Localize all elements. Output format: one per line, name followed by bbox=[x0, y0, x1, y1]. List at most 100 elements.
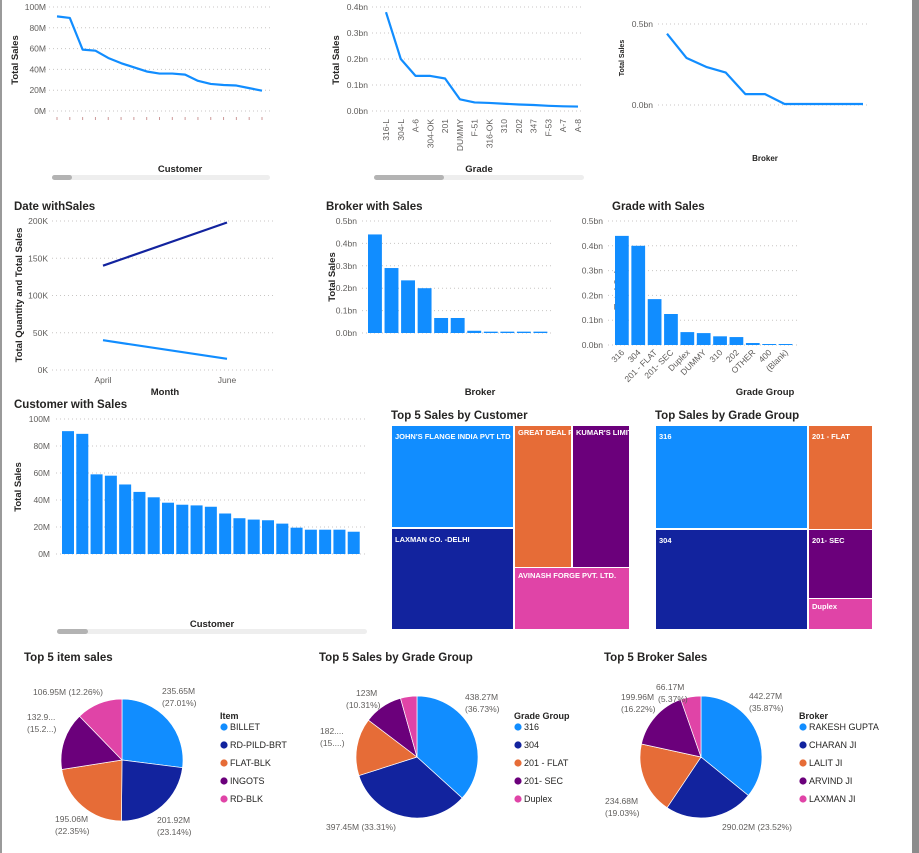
y-tick-label: 0.4bn bbox=[582, 241, 604, 251]
x-tick-label: 316 bbox=[609, 347, 626, 364]
legend-item: ARVIND JI bbox=[809, 776, 852, 786]
grade-bar-bar bbox=[664, 314, 678, 345]
y-tick-label: 0.3bn bbox=[336, 261, 358, 271]
treemap-grade-cell[interactable]: 201 - FLAT bbox=[808, 425, 873, 530]
treemap-cell-label: 201 - FLAT bbox=[812, 432, 850, 441]
y-tick-label: 0.5bn bbox=[336, 216, 358, 226]
slice-data-label: 66.17M bbox=[656, 682, 684, 692]
y-tick-label: 40M bbox=[33, 495, 50, 505]
y-tick-label: 80M bbox=[33, 441, 50, 451]
broker-bar-bar bbox=[434, 317, 449, 333]
legend-item: 201 - FLAT bbox=[524, 758, 569, 768]
slice-data-label: (22.35%) bbox=[55, 826, 90, 836]
x-tick-label: 316-OK bbox=[484, 119, 494, 149]
customer-line-series-line bbox=[56, 15, 263, 92]
slice-data-label: (23.14%) bbox=[157, 827, 192, 837]
legend-item: RD-BLK bbox=[230, 794, 263, 804]
grade-bar-bar bbox=[729, 337, 744, 345]
broker-pie-slice bbox=[680, 695, 702, 758]
broker-pie-slice bbox=[700, 695, 763, 796]
treemap-cell-label: GREAT DEAL PVT bbox=[518, 428, 571, 437]
treemap-customer-cell[interactable]: LAXMAN CO. -DELHI bbox=[391, 528, 514, 630]
customer-bar-bar bbox=[219, 513, 232, 554]
treemap-customer-cell[interactable]: AVINASH FORGE PVT. LTD. bbox=[514, 567, 630, 630]
broker-bar-ylabel: Total Sales bbox=[327, 252, 338, 301]
customer-bar-scrollbar[interactable] bbox=[57, 629, 367, 634]
customer-bar-bar bbox=[204, 506, 217, 554]
date-line-ylabel: Total Quantity and Total Sales bbox=[14, 228, 25, 363]
legend-marker-icon bbox=[220, 795, 228, 803]
grade-pie-title: Top 5 Sales by Grade Group bbox=[319, 652, 473, 664]
customer-line-ylabel: Total Sales bbox=[10, 35, 21, 84]
customer-bar-bar bbox=[104, 475, 117, 554]
legend-item: LAXMAN JI bbox=[809, 794, 856, 804]
slice-data-label: (15....) bbox=[320, 738, 345, 748]
y-tick-label: 200K bbox=[28, 216, 48, 226]
legend-marker-icon bbox=[799, 795, 807, 803]
treemap-grade-cell[interactable]: Duplex bbox=[808, 598, 873, 630]
customer-bar-bar bbox=[333, 529, 346, 554]
slice-data-label: 199.96M bbox=[621, 692, 654, 702]
x-tick-label: DUMMY bbox=[455, 119, 465, 151]
slice-data-label: (27.01%) bbox=[162, 698, 197, 708]
broker-bar-bar bbox=[500, 331, 515, 333]
broker-pie-title: Top 5 Broker Sales bbox=[604, 652, 707, 664]
x-tick-label: 310 bbox=[707, 347, 724, 364]
page-scrollbar[interactable] bbox=[912, 0, 919, 853]
slice-data-label: 442.27M bbox=[749, 691, 782, 701]
y-tick-label: 0K bbox=[38, 365, 49, 375]
customer-bar-bar bbox=[62, 431, 74, 554]
treemap-customer-cell[interactable]: JOHN'S FLANGE INDIA PVT LTD bbox=[391, 425, 514, 528]
y-tick-label: 60M bbox=[33, 468, 50, 478]
slice-data-label: 123M bbox=[356, 688, 377, 698]
slice-data-label: 201.92M bbox=[157, 815, 190, 825]
legend-item: FLAT-BLK bbox=[230, 758, 271, 768]
item-pie-slice bbox=[60, 715, 123, 770]
legend-marker-icon bbox=[799, 741, 807, 749]
legend-marker-icon bbox=[514, 741, 522, 749]
legend-marker-icon bbox=[799, 777, 807, 785]
legend-item: RD-PILD-BRT bbox=[230, 740, 287, 750]
treemap-grade-cell[interactable]: 201- SEC bbox=[808, 529, 873, 599]
y-tick-label: 0.0bn bbox=[632, 100, 654, 110]
grade-line-scrollbar[interactable] bbox=[374, 175, 584, 180]
customer-bar-title: Customer with Sales bbox=[14, 399, 127, 411]
y-tick-label: 100K bbox=[28, 291, 48, 301]
x-tick-label: 304-OK bbox=[425, 119, 435, 149]
legend-marker-icon bbox=[514, 723, 522, 731]
treemap-cell-label: 304 bbox=[659, 536, 672, 545]
grade-pie-slice bbox=[400, 695, 418, 758]
legend-marker-icon bbox=[514, 777, 522, 785]
legend-item: RAKESH GUPTA bbox=[809, 722, 879, 732]
treemap-customer-cell[interactable]: GREAT DEAL PVT bbox=[514, 425, 572, 568]
legend-marker-icon bbox=[220, 723, 228, 731]
broker-bar-bar bbox=[483, 331, 498, 333]
y-tick-label: 0M bbox=[38, 549, 50, 559]
x-tick-label: F-53 bbox=[543, 119, 553, 137]
y-tick-label: 0.5bn bbox=[632, 19, 654, 29]
slice-data-label: 397.45M (33.31%) bbox=[326, 822, 396, 832]
treemap-customer-title: Top 5 Sales by Customer bbox=[391, 410, 528, 422]
grade-bar-bar bbox=[713, 336, 727, 345]
item-pie-slice bbox=[61, 759, 123, 822]
customer-bar-bar bbox=[119, 484, 132, 554]
treemap-customer-cell[interactable]: KUMAR'S LIMITE bbox=[572, 425, 630, 568]
y-tick-label: 50K bbox=[33, 328, 48, 338]
y-tick-label: 0.0bn bbox=[582, 340, 604, 350]
broker-bar-xlabel: Broker bbox=[465, 387, 496, 398]
customer-line-scrollbar[interactable] bbox=[52, 175, 270, 180]
customer-bar-bar bbox=[304, 529, 317, 554]
treemap-grade-cell[interactable]: 304 bbox=[655, 529, 808, 630]
grade-bar-bar bbox=[745, 343, 760, 345]
y-tick-label: 60M bbox=[29, 44, 46, 54]
legend-item: INGOTS bbox=[230, 776, 265, 786]
y-tick-label: 0.1bn bbox=[347, 80, 369, 90]
customer-bar-bar bbox=[347, 531, 360, 554]
y-tick-label: 0.0bn bbox=[336, 328, 358, 338]
legend-marker-icon bbox=[799, 723, 807, 731]
slice-data-label: (15.2...) bbox=[27, 724, 56, 734]
legend-item: CHARAN JI bbox=[809, 740, 857, 750]
y-tick-label: 0.4bn bbox=[336, 238, 358, 248]
treemap-grade-cell[interactable]: 316 bbox=[655, 425, 808, 529]
